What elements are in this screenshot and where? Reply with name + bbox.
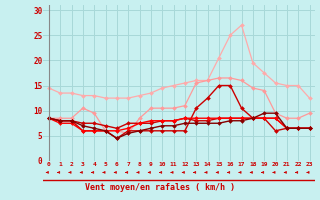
Text: Vent moyen/en rafales ( km/h ): Vent moyen/en rafales ( km/h )	[85, 183, 235, 192]
